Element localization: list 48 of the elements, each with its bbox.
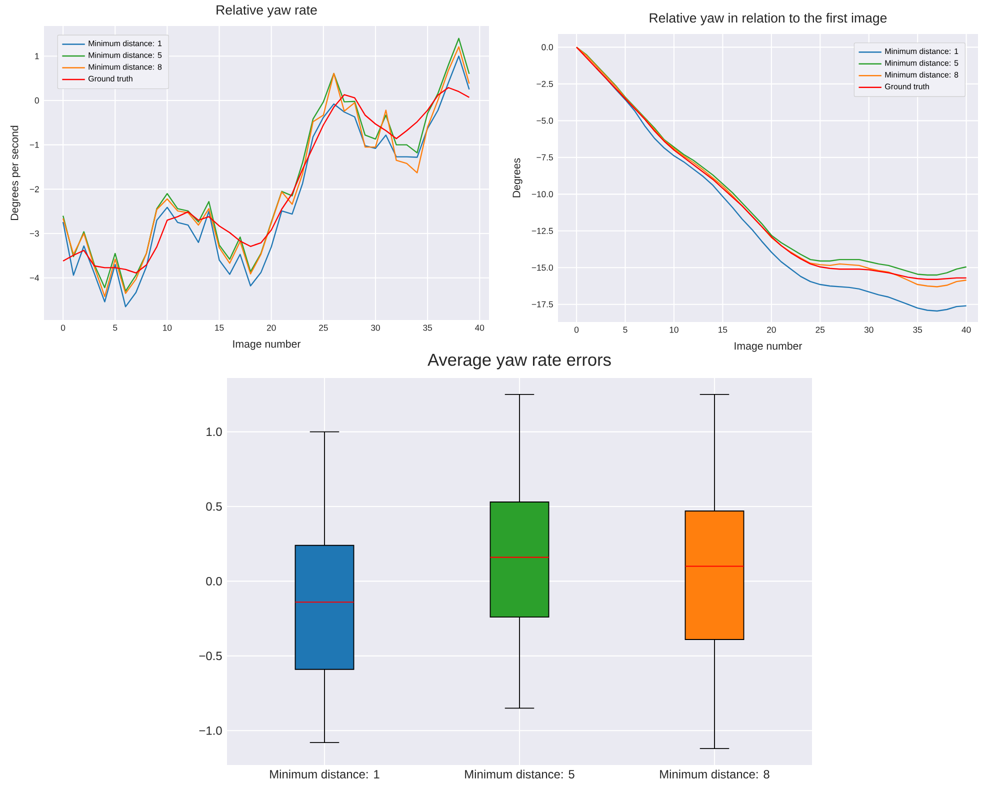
x-tick-label: 40: [962, 326, 971, 333]
x-tick-label: Minimum distance: 8: [660, 770, 770, 778]
x-tick-label: 15: [215, 324, 224, 331]
y-tick-label: −0.5: [199, 652, 222, 660]
y-tick-label: 0.5: [206, 502, 222, 511]
x-tick-label: 40: [475, 324, 484, 331]
x-axis-title: Image number: [233, 340, 301, 350]
x-tick-label: 10: [670, 326, 678, 333]
y-tick-label: −17.5: [532, 301, 553, 308]
y-tick-label: −12.5: [532, 228, 553, 234]
x-tick-label: 0: [574, 326, 579, 333]
y-tick-label: −2.5: [536, 80, 553, 88]
y-tick-label: 0: [34, 97, 39, 104]
x-tick-label: 25: [319, 324, 328, 331]
y-axis-title: Degrees: [512, 158, 522, 198]
y-tick-label: −1: [30, 142, 39, 148]
y-tick-label: −7.5: [536, 154, 553, 160]
chart-title: Relative yaw in relation to the first image: [650, 12, 887, 26]
x-tick-label: 0: [60, 324, 66, 331]
x-tick-label: 15: [718, 326, 728, 333]
x-axis-title: Image number: [734, 342, 802, 352]
y-tick-label: 0.0: [206, 576, 222, 586]
y-tick-label: −10.0: [532, 191, 553, 198]
x-tick-label: 25: [816, 326, 825, 333]
x-tick-label: 20: [266, 324, 276, 331]
x-tick-label: 30: [864, 326, 874, 333]
y-tick-label: −5.0: [536, 118, 553, 124]
x-tick-label: 5: [113, 324, 118, 331]
y-tick-label: 1.0: [206, 428, 222, 436]
y-axis-title: Degrees per second: [10, 126, 20, 220]
y-tick-label: −15.0: [532, 264, 553, 271]
x-tick-label: 30: [371, 324, 380, 331]
chart-title: Relative yaw rate: [216, 4, 317, 18]
chart-title: Average yaw rate errors: [428, 354, 611, 370]
x-tick-label: 35: [913, 326, 922, 333]
y-tick-label: −3: [30, 230, 39, 237]
x-tick-label: 10: [163, 324, 172, 331]
y-tick-label: −4: [30, 274, 40, 281]
y-tick-label: −2: [30, 186, 39, 192]
line-series: [62, 87, 470, 274]
y-tick-label: 1: [35, 53, 39, 60]
x-tick-label: Minimum distance: 5: [465, 770, 574, 778]
x-tick-label: Minimum distance: 1: [270, 770, 380, 778]
x-tick-label: 35: [423, 324, 432, 331]
y-tick-label: −1.0: [199, 726, 222, 735]
x-tick-label: 5: [623, 326, 628, 333]
x-tick-label: 20: [767, 326, 776, 333]
y-tick-label: 0.0: [542, 44, 553, 50]
